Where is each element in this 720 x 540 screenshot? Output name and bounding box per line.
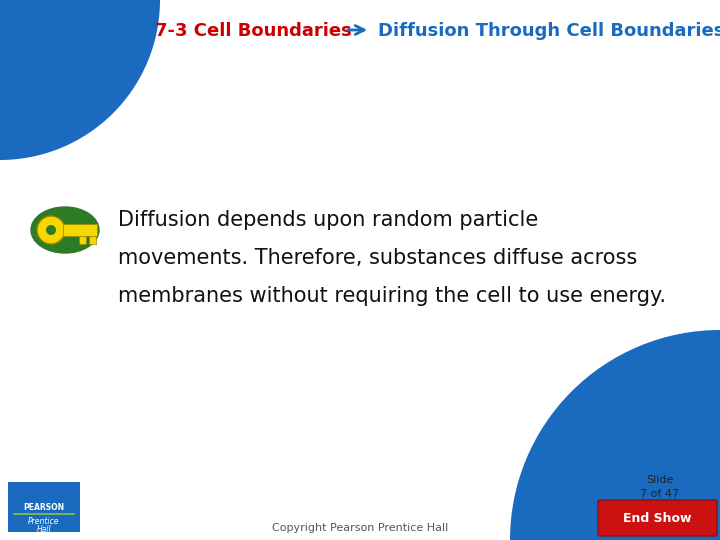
Text: Slide
7 of 47: Slide 7 of 47 — [640, 475, 680, 499]
Bar — [79, 236, 86, 244]
Text: 7-3 Cell Boundaries: 7-3 Cell Boundaries — [155, 22, 352, 40]
Text: Copyright Pearson Prentice Hall: Copyright Pearson Prentice Hall — [272, 523, 448, 533]
Bar — [63, 224, 97, 236]
Bar — [89, 236, 96, 244]
FancyBboxPatch shape — [598, 500, 717, 536]
Text: movements. Therefore, substances diffuse across: movements. Therefore, substances diffuse… — [118, 248, 637, 268]
Text: End Show: End Show — [623, 511, 691, 524]
Text: Hall: Hall — [37, 525, 51, 535]
Text: membranes without requiring the cell to use energy.: membranes without requiring the cell to … — [118, 286, 666, 306]
Text: Diffusion Through Cell Boundaries: Diffusion Through Cell Boundaries — [378, 22, 720, 40]
Ellipse shape — [31, 207, 99, 253]
Wedge shape — [0, 0, 160, 160]
FancyBboxPatch shape — [8, 482, 80, 532]
Text: Prentice: Prentice — [28, 517, 60, 526]
Text: PEARSON: PEARSON — [24, 503, 65, 511]
Circle shape — [46, 225, 56, 235]
Text: Diffusion depends upon random particle: Diffusion depends upon random particle — [118, 210, 539, 230]
Circle shape — [37, 216, 65, 244]
Wedge shape — [510, 330, 720, 540]
